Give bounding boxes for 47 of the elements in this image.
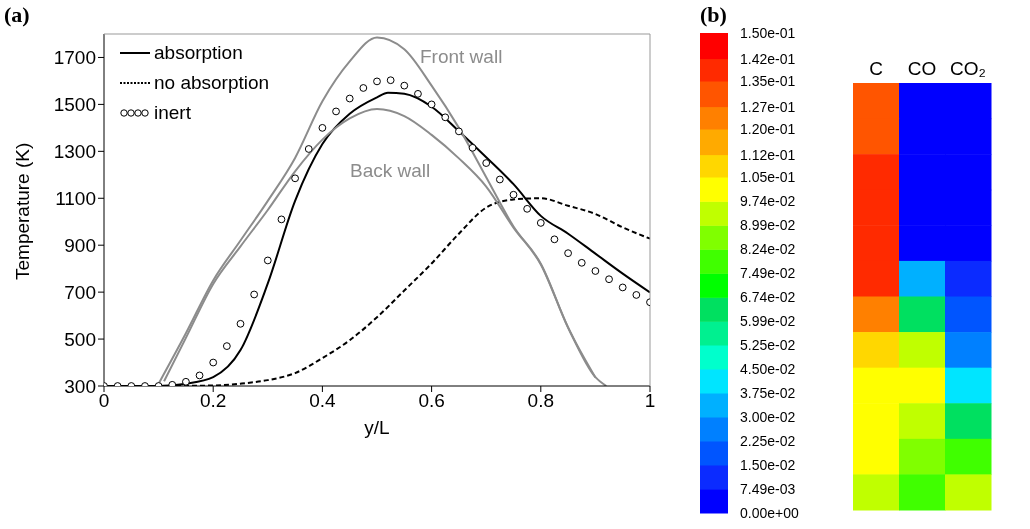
color-bar-label: 1.42e-01 bbox=[740, 50, 796, 67]
color-bar-label: 5.99e-02 bbox=[740, 313, 796, 330]
x-tick-label: CO₂ bbox=[950, 58, 986, 79]
color-bar-label: 7.49e-02 bbox=[740, 265, 796, 282]
y-tick-label: 300 bbox=[64, 375, 96, 397]
series-label: Back wall bbox=[350, 160, 431, 182]
series-label: Front wall bbox=[420, 45, 503, 67]
x-tick-label: C bbox=[869, 58, 883, 79]
color-bar-label: 8.99e-02 bbox=[740, 217, 796, 234]
y-tick-label: 700 bbox=[64, 281, 96, 303]
y-tick-label: 500 bbox=[64, 328, 96, 350]
color-bar-label: 3.00e-02 bbox=[740, 409, 796, 425]
color-bar-label: 1.50e-02 bbox=[740, 457, 796, 473]
color-bar-label: 1.20e-01 bbox=[740, 121, 796, 137]
x-tick-label: 1 bbox=[644, 390, 656, 412]
color-bar-label: 1.27e-01 bbox=[740, 98, 796, 115]
color-bar-label: 1.05e-01 bbox=[740, 169, 796, 185]
color-bar-label: 3.75e-02 bbox=[740, 385, 796, 401]
x-tick-label: 0.4 bbox=[309, 390, 337, 412]
color-bar-label: 5.25e-02 bbox=[740, 337, 796, 353]
legend-label: absorption bbox=[154, 42, 243, 64]
color-bar-label: 7.49e-03 bbox=[740, 481, 796, 498]
legend-label: inert bbox=[154, 102, 191, 124]
legend-label: no absorption bbox=[154, 72, 270, 94]
color-bar-label: 1.12e-01 bbox=[740, 146, 796, 163]
color-bar-label: 1.50e-01 bbox=[740, 25, 796, 41]
x-tick-label: 0.2 bbox=[199, 390, 227, 412]
x-tick-label: 0.6 bbox=[418, 390, 445, 412]
y-axis-title: Temperature (K) bbox=[11, 142, 33, 280]
chart-title: (b) bbox=[700, 2, 727, 28]
x-axis-title: y/L bbox=[364, 417, 390, 438]
color-bar-label: 6.74e-02 bbox=[740, 289, 796, 306]
x-tick-label: 0 bbox=[98, 390, 110, 412]
chart-title: (a) bbox=[4, 2, 30, 28]
color-bar-label: 9.74e-02 bbox=[740, 193, 796, 210]
color-bar-label: 8.24e-02 bbox=[740, 241, 796, 258]
y-tick-label: 1300 bbox=[53, 141, 96, 163]
x-tick-label: 0.8 bbox=[527, 390, 555, 412]
color-bar-label: 4.50e-02 bbox=[740, 361, 796, 377]
y-tick-label: 1500 bbox=[53, 94, 96, 116]
color-bar-label: 1.35e-01 bbox=[740, 73, 796, 89]
y-tick-label: 1700 bbox=[53, 47, 96, 69]
color-bar-label: 2.25e-02 bbox=[740, 433, 796, 449]
y-tick-label: 900 bbox=[64, 234, 96, 256]
y-tick-label: 1100 bbox=[55, 188, 96, 210]
x-tick-label: CO bbox=[907, 58, 937, 79]
color-bar-label: 0.00e+00 bbox=[740, 505, 799, 521]
